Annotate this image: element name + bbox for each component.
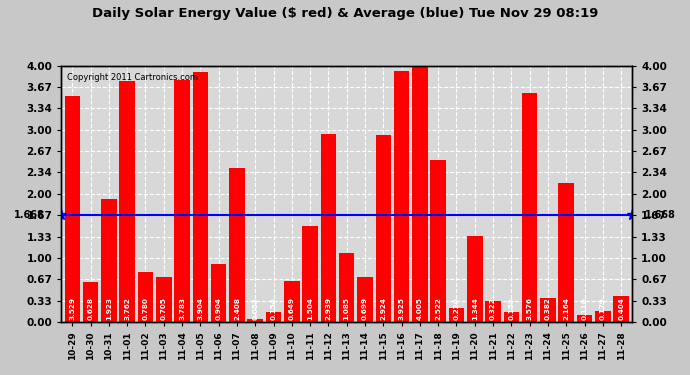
Text: 0.179: 0.179 xyxy=(600,297,606,320)
Text: 1.668: 1.668 xyxy=(14,210,45,220)
Bar xyxy=(522,93,538,322)
Text: 0.322: 0.322 xyxy=(490,297,496,320)
Bar xyxy=(504,312,519,322)
Text: 3.762: 3.762 xyxy=(124,297,130,320)
Bar xyxy=(64,96,80,322)
Text: 0.220: 0.220 xyxy=(453,297,460,320)
Bar xyxy=(302,226,318,322)
Text: 2.522: 2.522 xyxy=(435,297,441,320)
Text: 3.904: 3.904 xyxy=(197,297,204,320)
Text: 2.164: 2.164 xyxy=(563,297,569,320)
Bar xyxy=(375,135,391,322)
Text: 1.923: 1.923 xyxy=(106,297,112,320)
Bar xyxy=(175,80,190,322)
Bar xyxy=(558,183,574,322)
Bar xyxy=(193,72,208,322)
Text: 0.699: 0.699 xyxy=(362,297,368,320)
Text: 1.085: 1.085 xyxy=(344,297,350,320)
Bar xyxy=(156,277,172,322)
Text: 0.780: 0.780 xyxy=(142,297,148,320)
Text: 0.404: 0.404 xyxy=(618,297,624,320)
Bar xyxy=(394,70,409,322)
Bar xyxy=(467,236,482,322)
Text: 4.005: 4.005 xyxy=(417,297,423,320)
Text: 0.382: 0.382 xyxy=(545,297,551,320)
Text: 3.576: 3.576 xyxy=(526,297,533,320)
Bar xyxy=(321,134,336,322)
Text: 0.628: 0.628 xyxy=(88,297,94,320)
Text: 3.529: 3.529 xyxy=(69,297,75,320)
Text: 0.110: 0.110 xyxy=(582,297,588,320)
Text: 3.925: 3.925 xyxy=(399,297,404,320)
Text: 0.154: 0.154 xyxy=(270,297,277,320)
Bar xyxy=(448,308,464,322)
Text: 1.668: 1.668 xyxy=(645,210,676,220)
Text: 1.504: 1.504 xyxy=(307,297,313,320)
Text: 0.053: 0.053 xyxy=(253,297,258,320)
Bar xyxy=(339,253,355,322)
Text: 0.155: 0.155 xyxy=(509,297,514,320)
Bar xyxy=(357,277,373,322)
Bar xyxy=(540,298,555,322)
Text: 1.344: 1.344 xyxy=(472,297,477,320)
Bar xyxy=(229,168,245,322)
Bar xyxy=(595,310,611,322)
Bar xyxy=(613,296,629,322)
Bar xyxy=(83,282,99,322)
Bar xyxy=(412,65,428,322)
Text: 3.783: 3.783 xyxy=(179,297,185,320)
Text: Copyright 2011 Cartronics.com: Copyright 2011 Cartronics.com xyxy=(67,74,198,82)
Text: 2.408: 2.408 xyxy=(234,297,240,320)
Bar xyxy=(266,312,282,322)
Bar xyxy=(211,264,226,322)
Text: 0.649: 0.649 xyxy=(289,297,295,320)
Text: 0.904: 0.904 xyxy=(216,297,221,320)
Bar xyxy=(101,199,117,322)
Text: 0.705: 0.705 xyxy=(161,297,167,320)
Text: Daily Solar Energy Value ($ red) & Average (blue) Tue Nov 29 08:19: Daily Solar Energy Value ($ red) & Avera… xyxy=(92,8,598,21)
Bar xyxy=(138,272,153,322)
Bar xyxy=(284,280,299,322)
Text: 2.939: 2.939 xyxy=(326,297,331,320)
Bar xyxy=(248,319,263,322)
Bar xyxy=(119,81,135,322)
Text: 2.924: 2.924 xyxy=(380,297,386,320)
Bar xyxy=(485,302,501,322)
Bar xyxy=(577,315,592,322)
Bar xyxy=(431,160,446,322)
